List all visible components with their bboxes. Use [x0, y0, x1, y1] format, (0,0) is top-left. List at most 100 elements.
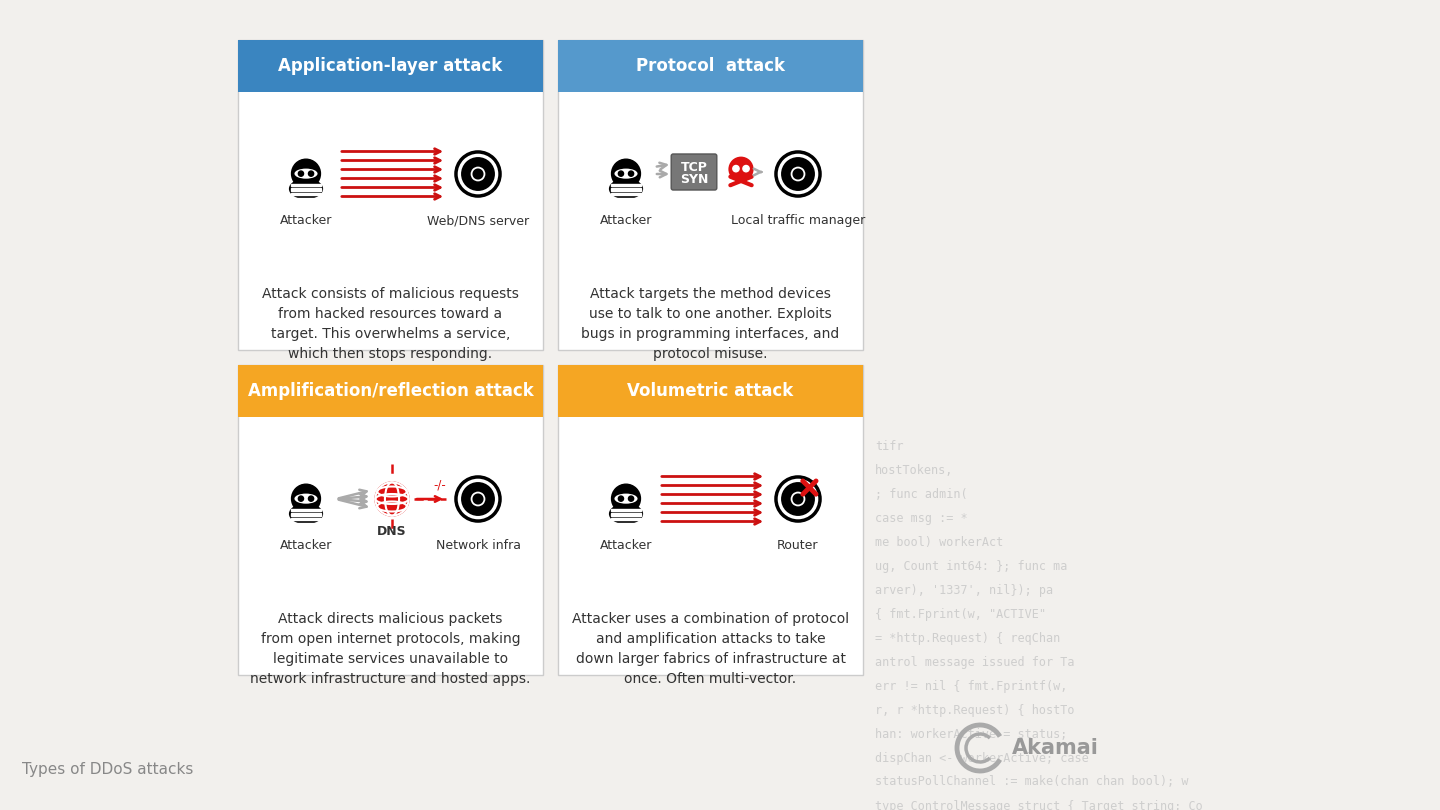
- Circle shape: [469, 165, 487, 183]
- Circle shape: [733, 165, 739, 172]
- Ellipse shape: [615, 168, 638, 179]
- Bar: [291, 198, 321, 200]
- Text: Attacker: Attacker: [279, 214, 333, 227]
- FancyBboxPatch shape: [238, 40, 543, 350]
- Text: Akamai: Akamai: [1012, 738, 1099, 758]
- Text: ug, Count int64: }; func ma: ug, Count int64: }; func ma: [876, 560, 1067, 573]
- Circle shape: [462, 484, 492, 514]
- Bar: [291, 518, 321, 520]
- Ellipse shape: [289, 178, 323, 199]
- Ellipse shape: [609, 178, 644, 199]
- Bar: [611, 518, 641, 520]
- Circle shape: [795, 495, 802, 503]
- Bar: [611, 193, 641, 195]
- Text: type ControlMessage struct { Target string; Co: type ControlMessage struct { Target stri…: [876, 800, 1202, 810]
- Text: = *http.Request) { reqChan: = *http.Request) { reqChan: [876, 632, 1060, 645]
- Circle shape: [776, 477, 819, 521]
- Bar: [611, 509, 641, 511]
- Circle shape: [469, 490, 487, 508]
- Circle shape: [291, 484, 321, 513]
- Text: -/-: -/-: [433, 478, 446, 491]
- Text: Network infra: Network infra: [435, 539, 520, 552]
- Text: hostTokens,: hostTokens,: [876, 464, 953, 477]
- Circle shape: [376, 483, 409, 516]
- Text: Types of DDoS attacks: Types of DDoS attacks: [22, 762, 193, 777]
- Bar: [291, 514, 321, 516]
- FancyBboxPatch shape: [238, 365, 543, 417]
- Circle shape: [308, 496, 314, 501]
- Text: Protocol  attack: Protocol attack: [636, 57, 785, 75]
- Bar: [291, 189, 321, 190]
- Circle shape: [291, 160, 321, 188]
- Bar: [611, 522, 641, 525]
- Bar: [291, 184, 321, 186]
- Text: Attacker uses a combination of protocol
and amplification attacks to take
down l: Attacker uses a combination of protocol …: [572, 612, 850, 686]
- Text: Router: Router: [778, 539, 819, 552]
- Text: ; func admin(: ; func admin(: [876, 488, 968, 501]
- Circle shape: [789, 490, 806, 508]
- Circle shape: [456, 477, 500, 521]
- Text: tifr: tifr: [876, 440, 903, 453]
- Bar: [611, 514, 641, 516]
- Text: dispChan <- workerActive; case: dispChan <- workerActive; case: [876, 752, 1089, 765]
- Bar: [611, 189, 641, 190]
- FancyBboxPatch shape: [559, 365, 863, 675]
- Bar: [291, 522, 321, 525]
- Ellipse shape: [294, 168, 318, 179]
- Ellipse shape: [289, 503, 323, 524]
- Circle shape: [789, 165, 806, 183]
- Circle shape: [783, 484, 814, 514]
- Ellipse shape: [615, 493, 638, 504]
- Text: antrol message issued for Ta: antrol message issued for Ta: [876, 656, 1074, 669]
- Circle shape: [298, 171, 304, 177]
- Circle shape: [456, 152, 500, 196]
- Bar: [291, 193, 321, 195]
- Circle shape: [729, 156, 753, 181]
- Text: Web/DNS server: Web/DNS server: [426, 214, 528, 227]
- Text: Application-layer attack: Application-layer attack: [278, 57, 503, 75]
- Text: Attacker: Attacker: [279, 539, 333, 552]
- FancyBboxPatch shape: [238, 40, 543, 92]
- Circle shape: [776, 152, 819, 196]
- Text: arver), '1337', nil}); pa: arver), '1337', nil}); pa: [876, 584, 1053, 597]
- Circle shape: [628, 171, 634, 177]
- Bar: [611, 198, 641, 200]
- Bar: [291, 509, 321, 511]
- Text: Attack directs malicious packets
from open internet protocols, making
legitimate: Attack directs malicious packets from op…: [251, 612, 531, 686]
- Text: DNS: DNS: [377, 525, 408, 538]
- Text: Amplification/reflection attack: Amplification/reflection attack: [248, 382, 533, 400]
- Text: Attacker: Attacker: [600, 214, 652, 227]
- Text: SYN: SYN: [680, 173, 708, 185]
- FancyBboxPatch shape: [559, 365, 863, 417]
- FancyBboxPatch shape: [559, 40, 863, 92]
- Text: Local traffic manager: Local traffic manager: [732, 214, 865, 227]
- Text: r, r *http.Request) { hostTo: r, r *http.Request) { hostTo: [876, 704, 1074, 717]
- Text: { fmt.Fprint(w, "ACTIVE": { fmt.Fprint(w, "ACTIVE": [876, 608, 1045, 621]
- Circle shape: [618, 496, 624, 501]
- FancyBboxPatch shape: [671, 154, 717, 190]
- Circle shape: [308, 171, 314, 177]
- Circle shape: [462, 159, 492, 190]
- Text: Attacker: Attacker: [600, 539, 652, 552]
- Circle shape: [474, 170, 482, 178]
- Text: statusPollChannel := make(chan chan bool); w: statusPollChannel := make(chan chan bool…: [876, 775, 1188, 788]
- Circle shape: [612, 160, 641, 188]
- FancyBboxPatch shape: [559, 40, 863, 350]
- Circle shape: [298, 496, 304, 501]
- Text: err != nil { fmt.Fprintf(w,: err != nil { fmt.Fprintf(w,: [876, 680, 1067, 693]
- Circle shape: [795, 170, 802, 178]
- Circle shape: [783, 159, 814, 190]
- Ellipse shape: [609, 503, 644, 524]
- Text: TCP: TCP: [681, 161, 707, 174]
- Text: Attack consists of malicious requests
from hacked resources toward a
target. Thi: Attack consists of malicious requests fr…: [262, 287, 518, 361]
- Circle shape: [628, 496, 634, 501]
- Bar: [611, 184, 641, 186]
- Circle shape: [474, 495, 482, 503]
- Circle shape: [612, 484, 641, 513]
- Circle shape: [743, 165, 749, 172]
- FancyBboxPatch shape: [238, 365, 543, 675]
- Circle shape: [618, 171, 624, 177]
- Text: case msg := *: case msg := *: [876, 512, 968, 525]
- Ellipse shape: [294, 493, 318, 504]
- Text: han: workerActive = status;: han: workerActive = status;: [876, 728, 1067, 741]
